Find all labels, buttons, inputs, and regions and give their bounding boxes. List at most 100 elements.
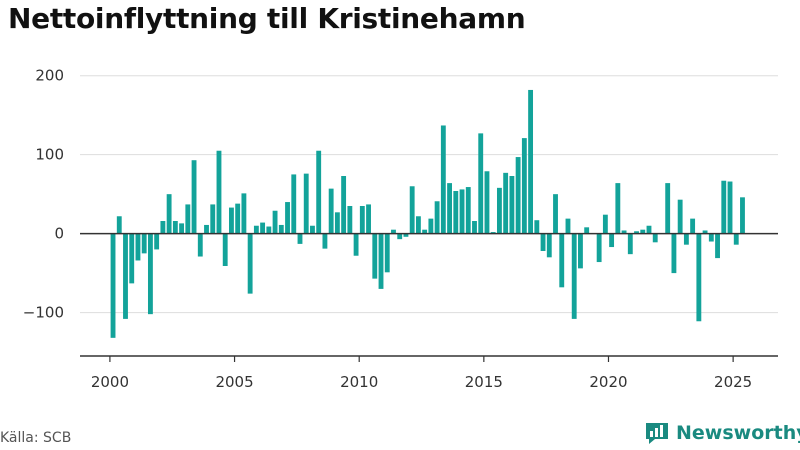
bar xyxy=(285,202,290,234)
bar xyxy=(160,221,166,234)
newsworthy-logo-icon xyxy=(646,423,668,444)
bar xyxy=(621,230,627,234)
bar xyxy=(272,210,278,234)
bar xyxy=(578,233,583,269)
chart-title: Nettoinflyttning till Kristinehamn xyxy=(8,2,526,35)
bar xyxy=(266,226,272,234)
bar xyxy=(172,221,178,234)
bar xyxy=(278,224,284,234)
bar xyxy=(229,207,234,234)
bar xyxy=(359,206,365,234)
bar xyxy=(166,194,172,234)
bar xyxy=(154,233,160,250)
bar xyxy=(191,160,197,234)
bar xyxy=(465,187,471,234)
x-tick-label: 2015 xyxy=(465,373,503,391)
bar xyxy=(546,233,552,258)
bar xyxy=(428,218,434,234)
bar xyxy=(110,233,116,338)
bar xyxy=(222,233,228,266)
bar xyxy=(478,133,484,234)
y-tick-label: 100 xyxy=(35,146,64,164)
bar xyxy=(297,233,303,244)
bar xyxy=(652,233,658,243)
bar xyxy=(397,233,403,240)
y-tick-labels: 200 100 0 −100 xyxy=(23,67,64,322)
bar xyxy=(415,216,421,234)
bar xyxy=(116,216,122,234)
bar xyxy=(708,233,714,242)
x-tick-label: 2010 xyxy=(340,373,378,391)
bar xyxy=(721,180,727,234)
bar xyxy=(303,173,309,234)
bar xyxy=(727,181,733,234)
bar xyxy=(640,229,646,234)
x-tick-label: 2005 xyxy=(215,373,253,391)
bar xyxy=(129,233,135,284)
bar xyxy=(553,194,558,234)
bar xyxy=(559,233,565,288)
bars xyxy=(110,89,745,338)
bar xyxy=(671,233,677,274)
bar xyxy=(447,183,452,234)
brand-name: Newsworthy xyxy=(676,422,800,444)
bar xyxy=(141,233,147,254)
bar xyxy=(665,183,671,234)
bar xyxy=(733,233,739,245)
bar xyxy=(521,138,527,234)
bar xyxy=(496,187,502,234)
bar xyxy=(391,229,396,234)
bar xyxy=(366,204,371,234)
bar xyxy=(634,231,639,234)
bar xyxy=(409,186,415,234)
bar xyxy=(235,203,241,234)
bar xyxy=(696,233,702,322)
bar xyxy=(440,125,446,234)
bar xyxy=(322,233,328,249)
bar xyxy=(179,223,185,234)
bar xyxy=(372,233,378,279)
bar xyxy=(204,224,209,234)
bar xyxy=(565,218,571,234)
bar xyxy=(216,150,222,234)
bar xyxy=(247,233,253,294)
x-tick-labels: 2000 2005 2010 2015 2020 2025 xyxy=(91,373,752,391)
bar xyxy=(328,188,334,234)
bar xyxy=(677,199,683,234)
bar xyxy=(690,218,696,234)
bar xyxy=(715,233,720,259)
bar xyxy=(515,157,521,234)
bar xyxy=(310,225,315,234)
bar xyxy=(490,232,496,234)
bar xyxy=(615,183,621,234)
bar xyxy=(147,233,153,315)
bar xyxy=(627,233,633,255)
bar xyxy=(185,204,191,234)
bar xyxy=(384,233,390,273)
bar xyxy=(472,221,477,234)
y-tick-label: 0 xyxy=(54,225,64,243)
bar xyxy=(434,201,440,234)
bar xyxy=(509,176,515,234)
bar xyxy=(135,233,141,261)
bar xyxy=(534,220,540,234)
bar xyxy=(459,189,465,234)
brand-logo: Newsworthy xyxy=(644,420,800,446)
bar xyxy=(602,214,608,234)
bar xyxy=(528,89,534,234)
bar xyxy=(683,233,689,245)
bar xyxy=(403,233,409,237)
bar xyxy=(316,150,322,234)
bar xyxy=(197,233,203,257)
bar xyxy=(584,227,590,234)
bar xyxy=(609,233,615,248)
x-tick-label: 2025 xyxy=(714,373,752,391)
y-tick-label: −100 xyxy=(23,304,64,322)
bar xyxy=(347,206,353,234)
bar xyxy=(646,225,652,234)
bar xyxy=(422,229,428,234)
bar xyxy=(453,191,459,234)
bar xyxy=(596,233,602,263)
bar xyxy=(291,174,297,234)
